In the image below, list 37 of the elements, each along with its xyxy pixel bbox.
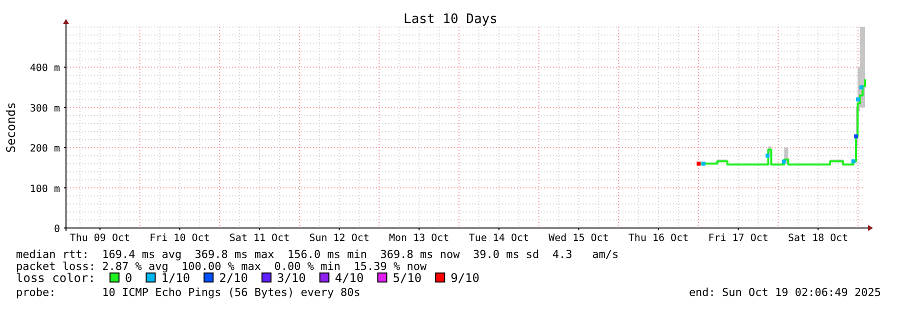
y-tick-label: 300 m	[30, 103, 60, 114]
legend-label: 0	[125, 271, 132, 285]
x-tick-label: Tue 14 Oct	[468, 233, 530, 244]
legend-label: 4/10	[334, 271, 364, 285]
x-tick-label: Sun 12 Oct	[309, 233, 370, 244]
point	[766, 154, 770, 158]
y-axis-title: Seconds	[4, 102, 18, 153]
point	[696, 162, 701, 166]
text: packet loss: 2.87 % avg 100.00 % max 0.00 % min 15.39 % now	[16, 260, 427, 273]
x-tick-label: Sat 11 Oct	[229, 233, 290, 244]
x-tick-label: Wed 15 Oct	[548, 233, 609, 244]
legend-label: 9/10	[450, 271, 480, 285]
x-tick-label: Thu 09 Oct	[70, 233, 130, 244]
point	[701, 162, 706, 166]
legend-label: 3/10	[276, 271, 306, 285]
point	[782, 160, 786, 164]
x-tick-label: Thu 16 Oct	[628, 233, 689, 244]
text: probe: 10 ICMP Echo Pings (56 Bytes) every 80s	[16, 286, 360, 299]
y-tick-label: 0	[54, 224, 60, 235]
x-tick-label: Sat 18 Oct	[788, 233, 848, 244]
legend-label: 2/10	[219, 271, 248, 285]
legend-label: 1/10	[161, 271, 190, 285]
text: end: Sun Oct 19 02:06:49 2025	[688, 286, 881, 299]
y-tick-label: 200 m	[30, 144, 60, 155]
point	[854, 134, 858, 138]
y-tick-label: 100 m	[30, 184, 60, 195]
point	[851, 159, 856, 164]
x-tick-label: Fri 17 Oct	[708, 233, 768, 244]
x-tick-label: Mon 13 Oct	[389, 233, 450, 244]
text: median rtt: 169.4 ms avg 369.8 ms max 156.0 ms min 369.8 ms now 39.0 ms sd 4.3 am/s	[16, 248, 619, 261]
x-tick-label: Fri 10 Oct	[150, 233, 210, 244]
legend-title: loss color:	[16, 271, 96, 285]
chart-title: Last 10 Days	[404, 12, 498, 27]
point	[856, 97, 860, 102]
point	[859, 85, 864, 90]
y-tick-label: 400 m	[30, 63, 60, 74]
legend-label: 5/10	[392, 271, 422, 285]
